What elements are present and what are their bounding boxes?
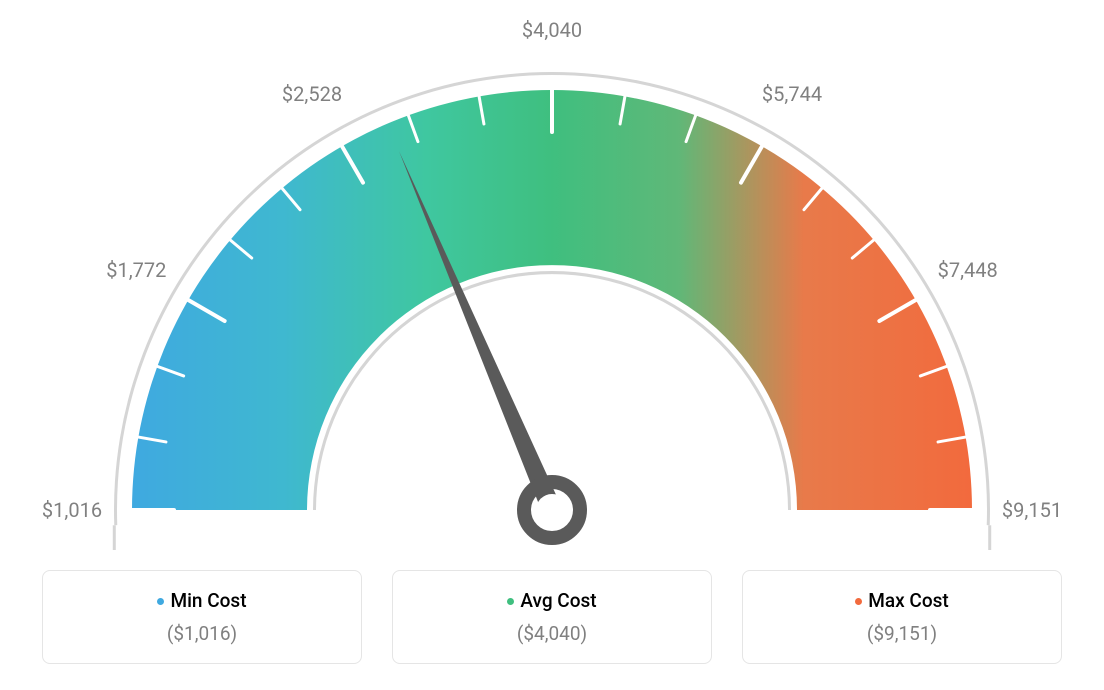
- legend-title-text: Avg Cost: [520, 589, 596, 612]
- legend-card-max: Max Cost ($9,151): [742, 570, 1062, 664]
- legend-card-min: Min Cost ($1,016): [42, 570, 362, 664]
- legend-value-avg: ($4,040): [403, 622, 701, 645]
- legend-card-avg: Avg Cost ($4,040): [392, 570, 712, 664]
- legend-value-max: ($9,151): [753, 622, 1051, 645]
- gauge-tick-label: $7,448: [938, 258, 998, 282]
- legend-title-min: Min Cost: [53, 589, 351, 612]
- gauge-tick-label: $5,744: [762, 82, 822, 106]
- dot-icon: [507, 598, 514, 605]
- legend-title-text: Max Cost: [868, 589, 948, 612]
- legend-title-avg: Avg Cost: [403, 589, 701, 612]
- gauge-tick-label: $1,016: [42, 498, 102, 522]
- dot-icon: [855, 598, 862, 605]
- gauge-tick-label: $1,772: [106, 258, 166, 282]
- gauge-tick-label: $4,040: [522, 18, 582, 42]
- cost-gauge: $1,016 $1,772 $2,528 $4,040 $5,744 $7,448 $9,1…: [20, 20, 1084, 550]
- legend-row: Min Cost ($1,016) Avg Cost ($4,040) Max …: [20, 570, 1084, 664]
- gauge-tick-label: $2,528: [282, 82, 342, 106]
- legend-title-max: Max Cost: [753, 589, 1051, 612]
- legend-title-text: Min Cost: [170, 589, 246, 612]
- gauge-svg: [20, 20, 1084, 550]
- legend-value-min: ($1,016): [53, 622, 351, 645]
- gauge-tick-label: $9,151: [1002, 498, 1062, 522]
- dot-icon: [157, 598, 164, 605]
